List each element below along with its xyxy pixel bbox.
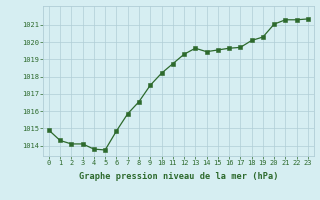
X-axis label: Graphe pression niveau de la mer (hPa): Graphe pression niveau de la mer (hPa): [79, 172, 278, 181]
